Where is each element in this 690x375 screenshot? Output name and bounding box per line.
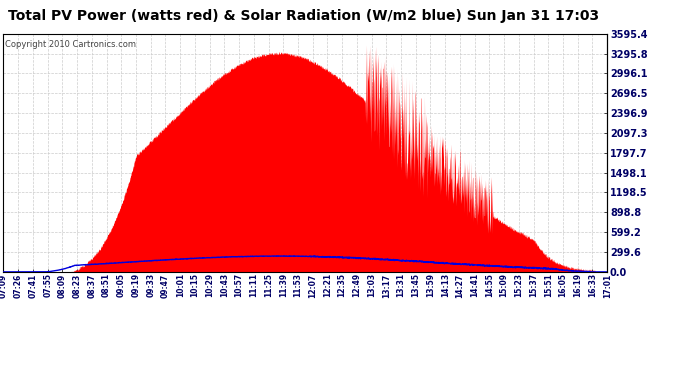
Text: Copyright 2010 Cartronics.com: Copyright 2010 Cartronics.com [5, 40, 136, 49]
Text: Total PV Power (watts red) & Solar Radiation (W/m2 blue) Sun Jan 31 17:03: Total PV Power (watts red) & Solar Radia… [8, 9, 599, 23]
